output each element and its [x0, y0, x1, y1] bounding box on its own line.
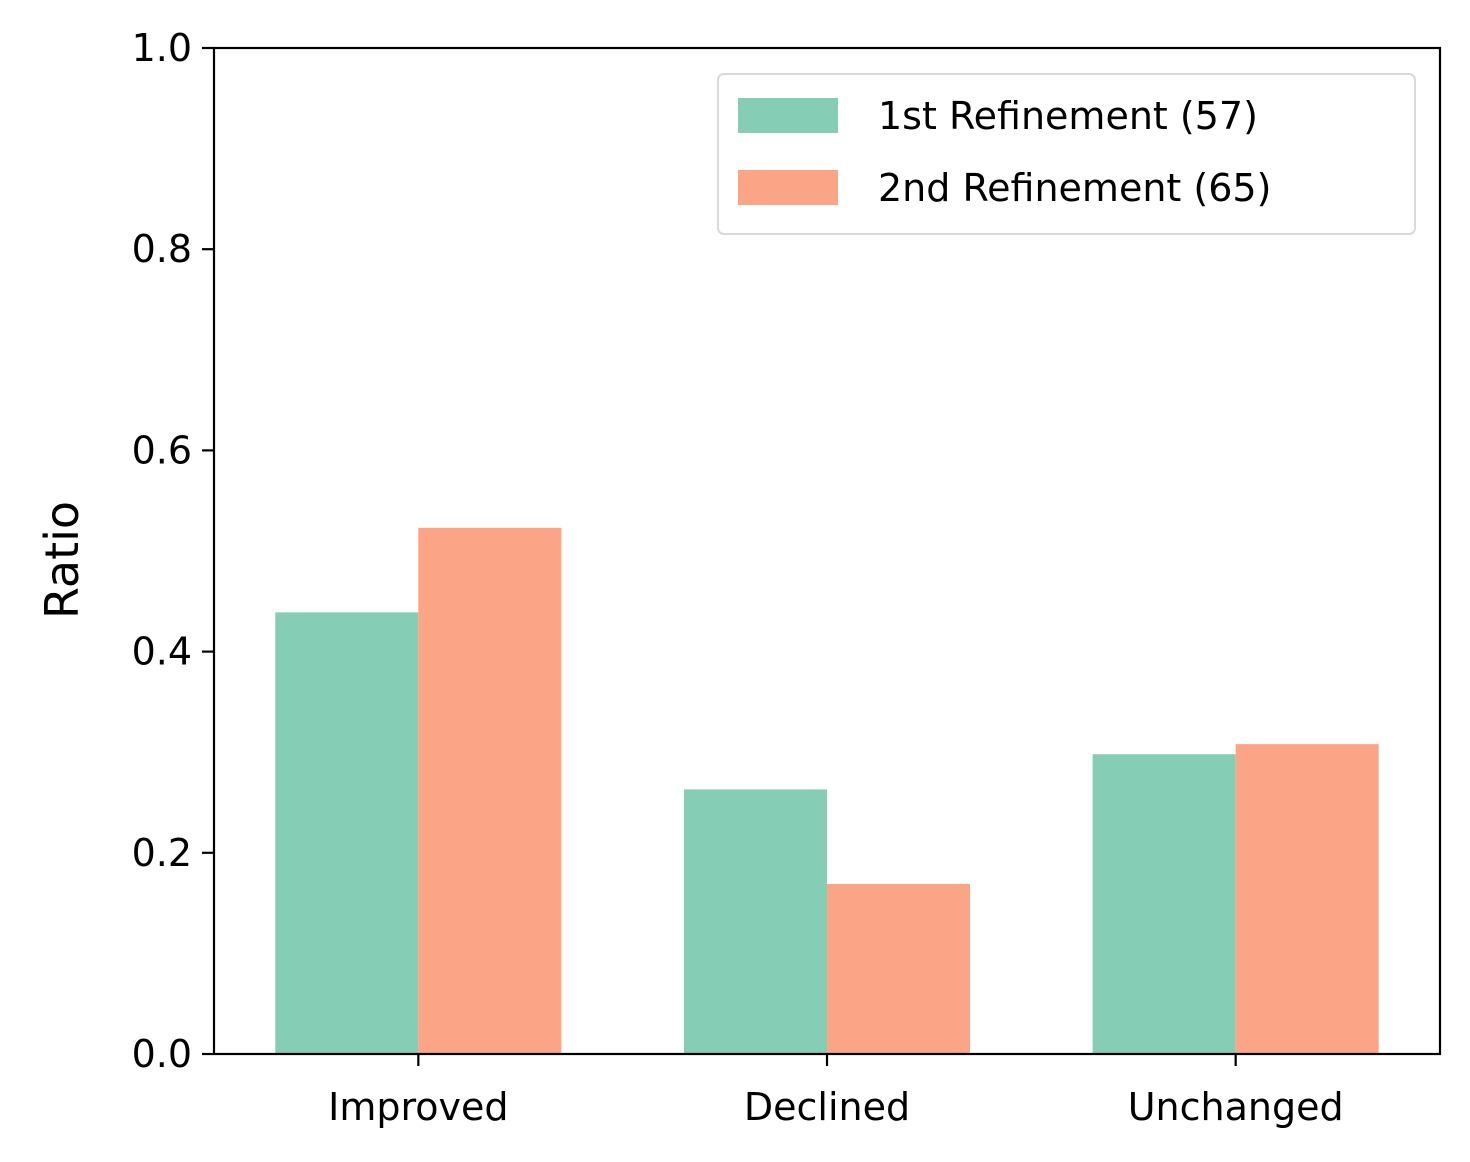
x-tick-label: Declined	[744, 1085, 910, 1129]
y-tick-label: 1.0	[132, 26, 192, 70]
bar-1-improved	[275, 612, 419, 1054]
x-tick-label: Unchanged	[1128, 1085, 1344, 1129]
bar-1-declined	[683, 789, 827, 1054]
y-tick-label: 0.0	[132, 1032, 192, 1076]
x-tick-label: Improved	[328, 1085, 508, 1129]
legend-label-2: 2nd Refinement (65)	[878, 166, 1271, 210]
bar-2-declined	[827, 883, 971, 1054]
x-axis: Improved Declined Unchanged	[328, 1054, 1344, 1129]
y-axis-title: Ratio	[35, 501, 89, 619]
bar-1-unchanged	[1092, 754, 1236, 1054]
y-tick-label: 0.4	[132, 630, 192, 674]
y-tick-label: 0.8	[132, 227, 192, 271]
y-tick-label: 0.2	[132, 831, 192, 875]
bars-group	[275, 527, 1379, 1054]
bar-2-improved	[418, 527, 562, 1054]
legend: 1st Refinement (57) 2nd Refinement (65)	[717, 73, 1416, 235]
y-tick-label: 0.6	[132, 428, 192, 472]
legend-swatch-2	[738, 170, 838, 205]
bar-2-unchanged	[1235, 744, 1379, 1054]
legend-box	[717, 73, 1416, 235]
legend-swatch-1	[738, 98, 838, 133]
legend-label-1: 1st Refinement (57)	[878, 94, 1258, 138]
y-axis: 0.0 0.2 0.4 0.6 0.8 1.0	[132, 26, 214, 1076]
